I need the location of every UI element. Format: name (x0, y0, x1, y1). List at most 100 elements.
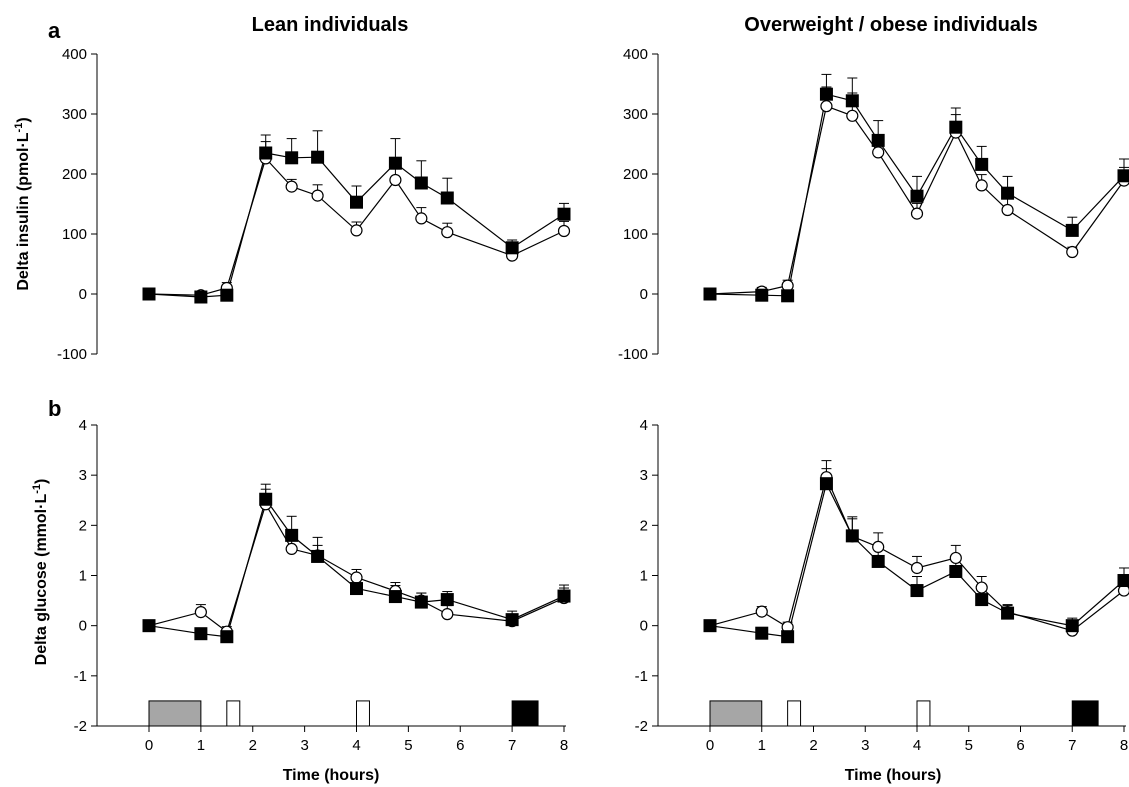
y-tick-label: 1 (640, 568, 648, 585)
x-tick-label: 1 (197, 737, 205, 754)
data-point-square (142, 619, 156, 633)
y-tick-label: -2 (635, 718, 648, 735)
data-point-square (1065, 619, 1079, 633)
data-point-square (194, 290, 208, 304)
data-point-square (557, 207, 571, 221)
markers-square-filled (703, 477, 1129, 644)
insulin-overweight-plot: -100 0 100 200 300 400 (618, 46, 1129, 363)
data-point-square (259, 146, 273, 160)
y-tick-label: 3 (640, 467, 648, 484)
x-tick-label: 0 (145, 737, 153, 754)
x-tick-label: 4 (913, 737, 921, 754)
data-point-circle (441, 608, 454, 621)
data-point-square (220, 288, 234, 302)
x-tick-label: 5 (404, 737, 412, 754)
figure-text-layer: Lean individuals Overweight / obese indi… (13, 14, 1038, 784)
data-point-square (819, 87, 833, 101)
y-tick-label: 3 (79, 467, 87, 484)
data-point-square (845, 94, 859, 108)
y-tick-label: -2 (74, 718, 87, 735)
data-point-circle (415, 212, 428, 225)
data-point-square (703, 287, 717, 301)
y-tick-label: -100 (618, 346, 648, 363)
x-tick-label: 2 (249, 737, 257, 754)
data-point-circle (311, 189, 324, 202)
markers-square-filled (142, 492, 571, 644)
timeline-bar (916, 700, 931, 727)
data-point-square (755, 288, 769, 302)
series-square-filled (705, 468, 1129, 638)
series-line (148, 502, 565, 633)
data-point-circle (949, 551, 962, 565)
y-tick-label: 100 (623, 226, 648, 243)
y-tick-label: 400 (623, 46, 648, 63)
glucose-y-axis-label: Delta glucose (mmol·L-1) (31, 479, 50, 666)
data-point-circle (285, 180, 298, 193)
data-point-circle (441, 226, 454, 239)
series-circle-open (144, 141, 569, 296)
series-line (148, 497, 565, 638)
data-point-square (819, 477, 833, 491)
data-point-square (703, 619, 717, 633)
data-point-square (949, 564, 963, 578)
data-point-circle (820, 100, 833, 113)
timeline-bar (511, 700, 539, 727)
y-tick-label: 4 (640, 417, 648, 434)
data-point-square (871, 554, 885, 568)
data-point-square (949, 120, 963, 134)
timeline-bar (356, 700, 370, 727)
markers-square-filled (703, 87, 1129, 303)
data-point-square (311, 549, 325, 563)
data-point-circle (872, 540, 885, 554)
x-tick-label: 7 (508, 737, 516, 754)
timeline-bar (226, 700, 241, 727)
data-point-square (311, 150, 325, 164)
x-axis-label-lean: Time (hours) (283, 767, 380, 784)
y-tick-label: 2 (640, 517, 648, 534)
data-point-square (1117, 169, 1129, 183)
data-point-circle (975, 179, 988, 192)
data-point-circle (1001, 203, 1014, 217)
series-square-filled (144, 130, 569, 298)
data-point-circle (910, 561, 924, 575)
panel-label-a: a (48, 18, 61, 43)
data-point-square (845, 529, 859, 543)
timeline-bar (1071, 700, 1099, 727)
data-point-circle (194, 606, 207, 619)
data-point-square (388, 156, 402, 170)
data-point-square (285, 151, 299, 165)
y-tick-label: 1 (79, 568, 87, 585)
data-point-circle (872, 146, 885, 159)
series-square-filled (144, 483, 569, 638)
data-point-square (350, 582, 363, 596)
data-point-square (388, 590, 402, 604)
data-point-square (1001, 186, 1015, 200)
data-point-circle (350, 224, 363, 237)
data-point-square (505, 613, 519, 627)
data-point-square (975, 157, 989, 171)
data-point-circle (557, 224, 571, 238)
data-point-square (975, 593, 989, 607)
timeline-bar (787, 700, 802, 727)
insulin-lean-plot: -100 0 100 200 300 400 (57, 46, 571, 363)
timeline-bar (709, 700, 763, 727)
x-tick-label: 3 (861, 737, 869, 754)
data-point-square (910, 584, 924, 598)
data-point-circle (755, 605, 768, 618)
x-tick-label: 5 (965, 737, 973, 754)
markers-circle-open (142, 152, 571, 302)
series-circle-open (705, 460, 1129, 632)
series-circle-open (144, 488, 569, 633)
panel-label-b: b (48, 396, 61, 421)
y-tick-label: 200 (623, 166, 648, 183)
x-tick-label: 1 (758, 737, 766, 754)
x-tick-label: 6 (1016, 737, 1024, 754)
data-point-square (505, 241, 519, 255)
y-tick-label: 100 (62, 226, 87, 243)
y-tick-label: -100 (57, 346, 87, 363)
x-tick-label: 0 (706, 737, 714, 754)
glucose-overweight-plot: -2 -1 0 1 2 3 4 0 1 2 3 4 5 6 7 8 (635, 417, 1129, 754)
data-point-square (1117, 574, 1129, 588)
lean-column-title: Lean individuals (252, 14, 409, 36)
